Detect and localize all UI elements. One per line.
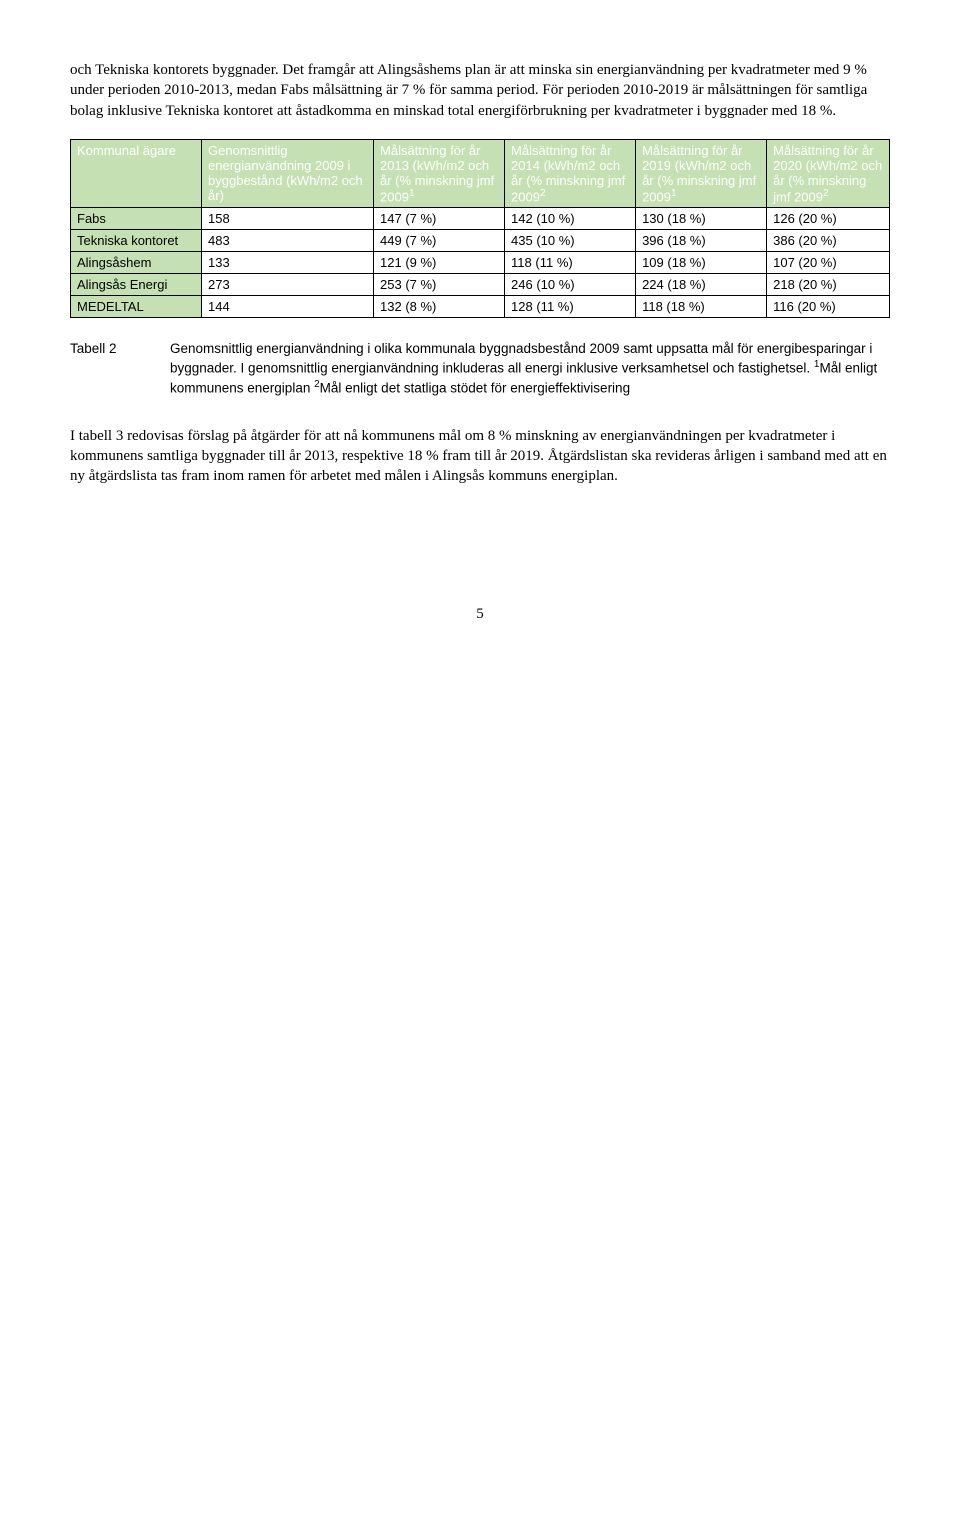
th-2014: Målsättning för år 2014 (kWh/m2 och år (…	[505, 139, 636, 207]
th-2019: Målsättning för år 2019 (kWh/m2 och år (…	[636, 139, 767, 207]
table-row: Fabs 158 147 (7 %) 142 (10 %) 130 (18 %)…	[71, 208, 890, 230]
table-caption: Tabell 2 Genomsnittlig energianvändning …	[70, 340, 890, 398]
table-row: Tekniska kontoret 483 449 (7 %) 435 (10 …	[71, 230, 890, 252]
closing-paragraph: I tabell 3 redovisas förslag på åtgärder…	[70, 426, 890, 487]
cell: 386 (20 %)	[767, 230, 890, 252]
cell: 116 (20 %)	[767, 296, 890, 318]
caption-label: Tabell 2	[70, 340, 170, 398]
cell: 396 (18 %)	[636, 230, 767, 252]
cell: 218 (20 %)	[767, 274, 890, 296]
table-row: Alingsåshem 133 121 (9 %) 118 (11 %) 109…	[71, 252, 890, 274]
energy-table: Kommunal ägare Genomsnittlig energianvän…	[70, 139, 890, 318]
table-row: Alingsås Energi 273 253 (7 %) 246 (10 %)…	[71, 274, 890, 296]
cell: 121 (9 %)	[374, 252, 505, 274]
cell: 107 (20 %)	[767, 252, 890, 274]
row-label: Tekniska kontoret	[71, 230, 202, 252]
cell: 246 (10 %)	[505, 274, 636, 296]
cell: 158	[202, 208, 374, 230]
intro-paragraph: och Tekniska kontorets byggnader. Det fr…	[70, 60, 890, 121]
cell: 130 (18 %)	[636, 208, 767, 230]
caption-text: Genomsnittlig energianvändning i olika k…	[170, 340, 890, 398]
table-body: Fabs 158 147 (7 %) 142 (10 %) 130 (18 %)…	[71, 208, 890, 318]
cell: 118 (18 %)	[636, 296, 767, 318]
cell: 133	[202, 252, 374, 274]
cell: 449 (7 %)	[374, 230, 505, 252]
row-label: Alingsås Energi	[71, 274, 202, 296]
row-label: MEDELTAL	[71, 296, 202, 318]
cell: 132 (8 %)	[374, 296, 505, 318]
th-owner: Kommunal ägare	[71, 139, 202, 207]
cell: 142 (10 %)	[505, 208, 636, 230]
cell: 118 (11 %)	[505, 252, 636, 274]
row-label: Fabs	[71, 208, 202, 230]
cell: 253 (7 %)	[374, 274, 505, 296]
page-number: 5	[70, 606, 890, 623]
cell: 126 (20 %)	[767, 208, 890, 230]
row-label: Alingsåshem	[71, 252, 202, 274]
cell: 435 (10 %)	[505, 230, 636, 252]
cell: 483	[202, 230, 374, 252]
th-2013: Målsättning för år 2013 (kWh/m2 och år (…	[374, 139, 505, 207]
th-2009: Genomsnittlig energianvändning 2009 i by…	[202, 139, 374, 207]
cell: 147 (7 %)	[374, 208, 505, 230]
cell: 128 (11 %)	[505, 296, 636, 318]
table-row: MEDELTAL 144 132 (8 %) 128 (11 %) 118 (1…	[71, 296, 890, 318]
table-header-row: Kommunal ägare Genomsnittlig energianvän…	[71, 139, 890, 207]
cell: 273	[202, 274, 374, 296]
cell: 144	[202, 296, 374, 318]
cell: 224 (18 %)	[636, 274, 767, 296]
th-2020: Målsättning för år 2020 (kWh/m2 och år (…	[767, 139, 890, 207]
cell: 109 (18 %)	[636, 252, 767, 274]
